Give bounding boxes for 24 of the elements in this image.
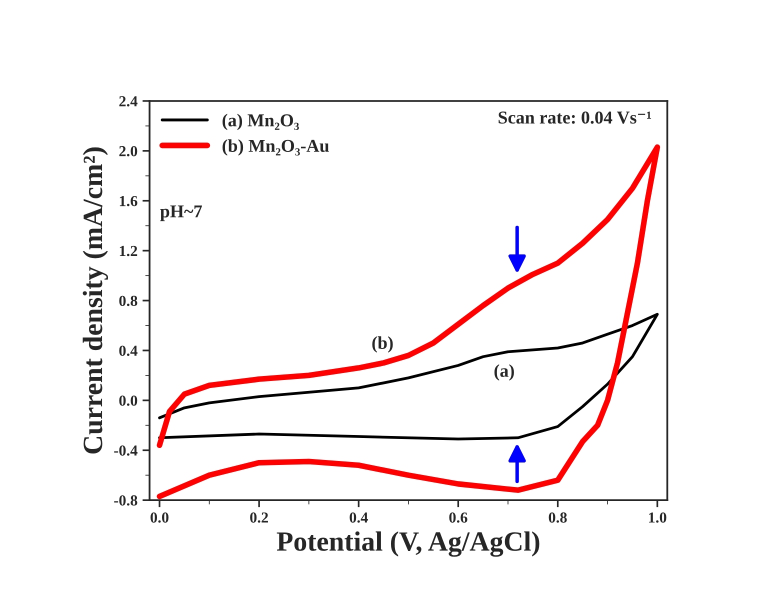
annotation: pH~7 <box>160 205 202 222</box>
annotation: (a) <box>494 364 514 381</box>
y-tick-label: 0.4 <box>119 346 138 356</box>
legend-label: (b) Mn₂O₃-Au <box>222 139 329 156</box>
x-tick-label: 0.4 <box>350 512 368 523</box>
x-tick-label: 0.0 <box>150 512 168 523</box>
y-tick-label: 2.4 <box>119 96 138 106</box>
x-tick-label: 0.6 <box>449 512 468 523</box>
line-series <box>158 312 659 440</box>
y-tick-label: -0.8 <box>114 495 138 506</box>
y-axis-title: Current density (mA/cm²) <box>82 147 108 454</box>
y-tick-label: -0.4 <box>114 445 138 456</box>
x-axis-title: Potential (V, Ag/AgCl) <box>276 531 540 557</box>
x-tick-label: 0.2 <box>250 512 268 523</box>
y-tick-label: 1.6 <box>120 196 138 206</box>
legend-label: (a) Mn₂O₃ <box>222 114 299 130</box>
y-tick-label: 0.8 <box>119 296 138 306</box>
y-tick-label: 2.0 <box>119 146 138 156</box>
x-tick-label: 0.8 <box>548 512 567 523</box>
y-tick-label: 0.0 <box>119 395 138 406</box>
y-tick-label: 1.2 <box>120 246 138 256</box>
annotation: Scan rate: 0.04 Vs⁻¹ <box>498 111 652 124</box>
x-tick-label: 1.0 <box>649 512 666 523</box>
annotation: (b) <box>372 336 393 353</box>
